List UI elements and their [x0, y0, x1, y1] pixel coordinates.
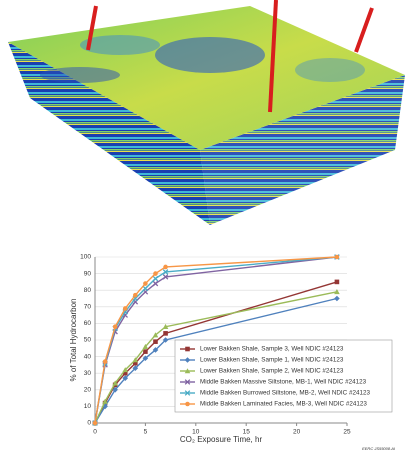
- y-tick-label: 90: [84, 270, 92, 277]
- marker: [92, 420, 98, 426]
- marker: [132, 365, 139, 372]
- marker: [162, 274, 169, 280]
- legend-marker: [184, 379, 191, 385]
- x-tick-label: 5: [144, 429, 148, 436]
- legend-label: Lower Bakken Shale, Sample 3, Well NDIC …: [200, 346, 344, 353]
- y-tick-label: 60: [84, 320, 92, 327]
- marker: [153, 271, 158, 276]
- marker: [133, 292, 138, 298]
- y-axis-title: % of Total Hydrocarbon: [69, 298, 78, 381]
- legend-box: [174, 339, 393, 413]
- marker: [152, 332, 159, 338]
- legend-label: Middle Bakken Massive Siltstone, MB-1, W…: [200, 379, 367, 386]
- marker: [122, 375, 129, 381]
- marker: [142, 285, 149, 292]
- y-tick-label: 0: [87, 420, 91, 427]
- marker: [152, 275, 159, 282]
- marker: [143, 281, 148, 286]
- x-tick-label: 10: [192, 429, 200, 436]
- legend-marker: [185, 346, 190, 352]
- marker: [334, 289, 340, 295]
- y-tick-label: 100: [80, 254, 91, 261]
- marker: [142, 343, 149, 349]
- marker: [152, 280, 159, 287]
- x-tick-label: 0: [93, 429, 97, 436]
- legend-marker: [184, 357, 191, 363]
- marker: [153, 339, 158, 344]
- x-tick-label: 15: [243, 429, 251, 436]
- marker: [163, 264, 168, 270]
- marker: [162, 323, 169, 330]
- legend-label: Lower Bakken Shale, Sample 1, Well NDIC …: [200, 357, 344, 364]
- chart: % of Total Hydrocarbon CO₂ Exposure Time…: [69, 298, 396, 451]
- footnote: EERC JS55008.AI: [362, 446, 396, 451]
- x-axis-title: CO₂ Exposure Time, hr: [180, 435, 263, 444]
- y-tick-label: 30: [84, 370, 92, 377]
- reservoir-model: [8, 0, 405, 225]
- legend-label: Middle Bakken Burrowed Siltstone, MB-2, …: [200, 390, 370, 397]
- legend-label: Lower Bakken Shale, Sample 2, Well NDIC …: [200, 368, 344, 375]
- marker: [162, 269, 169, 275]
- x-tick-label: 25: [343, 429, 351, 436]
- y-tick-label: 40: [84, 353, 92, 360]
- marker: [152, 347, 159, 353]
- marker: [143, 349, 148, 354]
- legend-marker: [184, 368, 191, 374]
- marker: [102, 398, 108, 404]
- marker: [112, 324, 118, 330]
- marker: [112, 387, 118, 393]
- marker: [334, 295, 340, 302]
- marker: [122, 306, 128, 311]
- y-tick-label: 20: [84, 387, 92, 394]
- marker: [122, 367, 129, 373]
- marker: [163, 331, 168, 336]
- marker: [112, 380, 118, 386]
- marker: [102, 359, 108, 364]
- marker: [142, 355, 149, 362]
- marker: [334, 254, 340, 260]
- y-tick-label: 80: [84, 287, 92, 294]
- x-tick-label: 20: [293, 429, 301, 436]
- y-tick-label: 10: [84, 403, 92, 410]
- marker: [162, 337, 169, 343]
- marker: [133, 360, 138, 366]
- marker: [334, 279, 340, 285]
- legend-marker: [184, 390, 191, 396]
- marker: [132, 357, 139, 363]
- y-tick-label: 50: [84, 337, 92, 344]
- marker: [122, 370, 128, 376]
- legend-marker: [185, 401, 190, 407]
- y-tick-label: 70: [84, 304, 92, 311]
- legend-label: Middle Bakken Laminated Facies, MB-3, We…: [200, 401, 367, 408]
